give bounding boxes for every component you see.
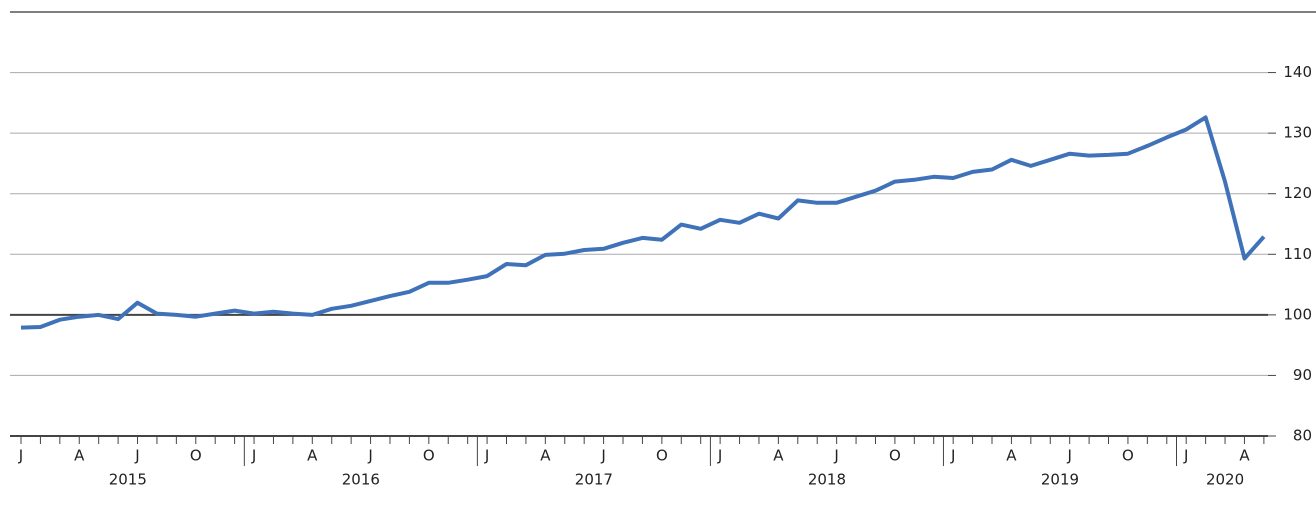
- x-tick-label: O: [190, 447, 202, 465]
- year-label: 2018: [808, 471, 846, 489]
- x-tick-label: J: [833, 447, 838, 465]
- x-tick-label: O: [1122, 447, 1134, 465]
- x-tick-label: J: [251, 447, 256, 465]
- x-tick-label: O: [889, 447, 901, 465]
- year-label: 2016: [342, 471, 380, 489]
- x-tick-label: J: [134, 447, 139, 465]
- x-tick-label: J: [717, 447, 722, 465]
- x-tick-label: J: [600, 447, 605, 465]
- data-line: [20, 115, 1266, 330]
- x-tick-label: A: [1239, 447, 1250, 465]
- y-tick-label: 80: [1293, 427, 1312, 445]
- x-tick-label: A: [74, 447, 85, 465]
- year-label: 2015: [109, 471, 147, 489]
- y-tick-label: 140: [1283, 63, 1312, 81]
- x-tick-label: J: [484, 447, 489, 465]
- y-tick-label: 130: [1283, 124, 1312, 142]
- x-tick-label: A: [540, 447, 551, 465]
- x-tick-label: O: [656, 447, 668, 465]
- x-tick-label: O: [423, 447, 435, 465]
- x-tick-label: J: [1066, 447, 1071, 465]
- x-tick-label: J: [18, 447, 23, 465]
- y-tick-label: 90: [1293, 366, 1312, 384]
- x-tick-label: J: [367, 447, 372, 465]
- x-tick-label: A: [1006, 447, 1017, 465]
- x-tick-label: J: [950, 447, 955, 465]
- year-label: 2020: [1206, 471, 1244, 489]
- y-tick-label: 110: [1283, 245, 1312, 263]
- x-tick-label: J: [1183, 447, 1188, 465]
- x-tick-label: A: [773, 447, 784, 465]
- x-tick-label: A: [307, 447, 318, 465]
- year-label: 2019: [1041, 471, 1079, 489]
- y-tick-label: 100: [1283, 305, 1312, 323]
- year-label: 2017: [575, 471, 613, 489]
- y-tick-label: 120: [1283, 184, 1312, 202]
